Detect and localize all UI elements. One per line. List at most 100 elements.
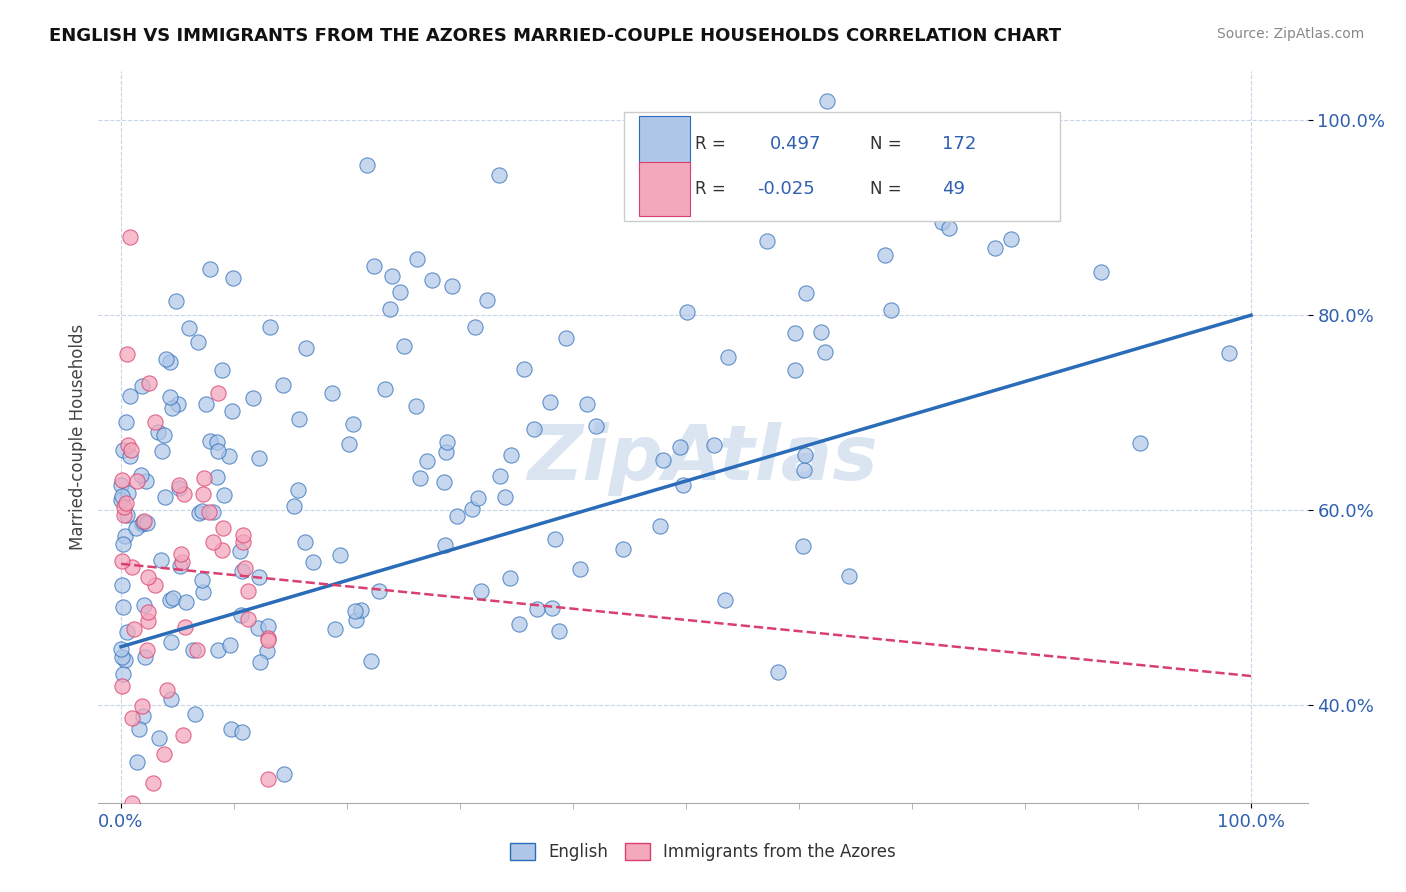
- Point: [191, 584, 214, 599]
- Point: [150, 443, 173, 458]
- Point: [880, 302, 903, 317]
- Point: [814, 344, 837, 359]
- Point: [288, 412, 311, 426]
- Point: [115, 508, 138, 522]
- Point: [174, 595, 197, 609]
- Point: [125, 521, 148, 535]
- Point: [257, 619, 280, 633]
- Point: [207, 643, 229, 657]
- Point: [201, 535, 224, 549]
- Point: [155, 352, 177, 367]
- Point: [714, 593, 737, 607]
- Point: [143, 416, 166, 430]
- Point: [191, 504, 214, 518]
- Point: [111, 667, 134, 681]
- Point: [111, 489, 134, 503]
- Point: [187, 335, 209, 350]
- Point: [114, 528, 136, 542]
- Point: [440, 278, 463, 293]
- Point: [238, 612, 260, 626]
- Point: [837, 569, 859, 583]
- Point: [329, 549, 352, 563]
- Point: [187, 506, 209, 520]
- Point: [136, 516, 159, 530]
- Point: [568, 562, 591, 576]
- Point: [575, 397, 598, 411]
- Point: [247, 570, 270, 584]
- Point: [115, 347, 138, 361]
- Point: [236, 584, 259, 599]
- Point: [232, 528, 254, 542]
- Point: [131, 379, 153, 393]
- Point: [211, 363, 233, 377]
- Point: [198, 261, 221, 276]
- Point: [121, 711, 143, 725]
- Point: [815, 94, 838, 108]
- Point: [159, 691, 181, 706]
- Point: [110, 473, 132, 487]
- Point: [271, 378, 294, 392]
- Point: [287, 483, 309, 497]
- Point: [756, 235, 779, 249]
- Point: [117, 486, 139, 500]
- Text: Source: ZipAtlas.com: Source: ZipAtlas.com: [1216, 27, 1364, 41]
- FancyBboxPatch shape: [638, 161, 690, 217]
- Text: ENGLISH VS IMMIGRANTS FROM THE AZORES MARRIED-COUPLE HOUSEHOLDS CORRELATION CHAR: ENGLISH VS IMMIGRANTS FROM THE AZORES MA…: [49, 27, 1062, 45]
- Point: [125, 475, 148, 489]
- Text: 172: 172: [942, 135, 977, 153]
- Point: [405, 399, 427, 413]
- Point: [461, 502, 484, 516]
- Point: [538, 394, 561, 409]
- Point: [218, 449, 240, 463]
- Point: [873, 248, 896, 262]
- FancyBboxPatch shape: [638, 117, 690, 171]
- Point: [388, 285, 411, 299]
- Point: [494, 490, 516, 504]
- Point: [541, 600, 564, 615]
- Point: [931, 214, 953, 228]
- Point: [1000, 232, 1022, 246]
- Point: [186, 643, 208, 657]
- Point: [672, 478, 695, 492]
- Point: [132, 598, 155, 612]
- Point: [191, 574, 214, 588]
- Point: [446, 509, 468, 524]
- Point: [191, 487, 214, 501]
- Point: [794, 285, 817, 300]
- Point: [526, 602, 548, 616]
- Point: [392, 339, 415, 353]
- Point: [128, 722, 150, 736]
- Point: [112, 508, 135, 522]
- Point: [167, 478, 190, 492]
- Point: [207, 470, 229, 484]
- Point: [433, 538, 456, 552]
- Point: [676, 305, 699, 319]
- Point: [257, 633, 280, 648]
- Point: [173, 620, 195, 634]
- Point: [343, 604, 366, 618]
- Point: [112, 500, 135, 515]
- Point: [233, 560, 256, 574]
- Point: [792, 539, 814, 553]
- Point: [142, 775, 165, 789]
- Point: [219, 722, 242, 736]
- Point: [169, 558, 191, 573]
- Point: [181, 643, 204, 657]
- Point: [159, 592, 181, 607]
- Point: [337, 436, 360, 450]
- Point: [408, 471, 430, 485]
- Point: [259, 320, 281, 334]
- Point: [184, 706, 207, 721]
- Point: [380, 268, 402, 283]
- Point: [132, 514, 155, 528]
- Point: [475, 293, 498, 307]
- Point: [648, 518, 671, 533]
- Point: [121, 560, 143, 574]
- Point: [159, 635, 181, 649]
- Point: [127, 755, 149, 769]
- Point: [162, 591, 184, 605]
- Point: [342, 417, 364, 432]
- Point: [470, 584, 492, 599]
- Point: [111, 536, 134, 550]
- Point: [111, 679, 134, 693]
